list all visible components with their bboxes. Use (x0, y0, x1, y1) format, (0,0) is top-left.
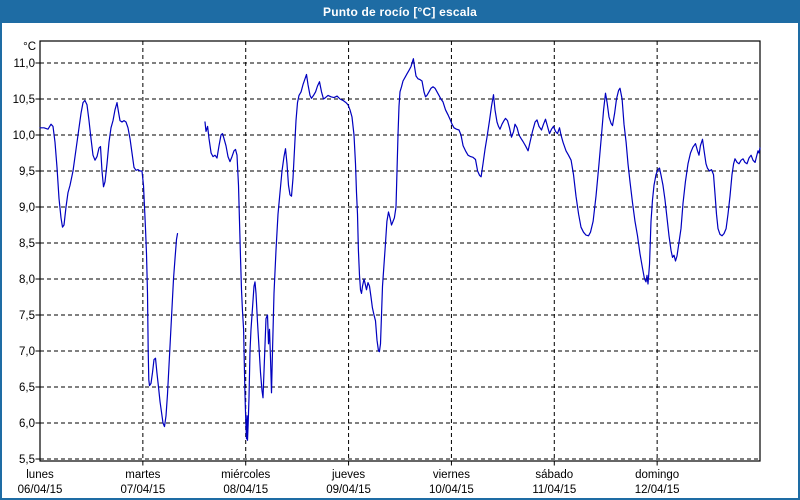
y-tick-label: 5,5 (19, 454, 35, 466)
x-tick-day-label: jueves (331, 469, 365, 481)
y-tick-label: 8,5 (19, 238, 35, 250)
y-tick-label: 11,0 (13, 58, 35, 70)
x-tick-day-label: domingo (635, 469, 679, 481)
y-tick-label: 9,0 (19, 202, 35, 214)
x-tick-date-label: 08/04/15 (223, 484, 268, 496)
x-tick-date-label: 06/04/15 (18, 484, 63, 496)
y-tick-label: 10,0 (13, 130, 35, 142)
dew-point-line (39, 99, 179, 428)
x-tick-date-label: 07/04/15 (120, 484, 165, 496)
y-tick-label: 9,5 (19, 166, 35, 178)
y-tick-label: 10,5 (13, 94, 35, 106)
x-tick-day-label: lunes (26, 469, 54, 481)
y-tick-label: 6,5 (19, 382, 35, 394)
y-axis-unit-label: °C (23, 41, 36, 53)
chart-title: Punto de rocío [°C] escala (322, 5, 478, 19)
x-tick-date-label: 11/04/15 (532, 484, 576, 496)
gridlines (40, 41, 760, 461)
x-tick-day-label: miércoles (221, 469, 270, 481)
y-tick-label: 6,0 (19, 418, 35, 430)
dew-point-series (39, 58, 761, 441)
plot-border (39, 40, 761, 462)
axis-labels: 11,0 10,5 10,0 9,5 9,0 8,5 8,0 7,5 7,0 6,5 6,0 5,5 °… (13, 41, 680, 496)
dew-point-line (204, 58, 761, 441)
y-tick-label: 7,0 (19, 346, 35, 358)
x-tick-date-label: 12/04/15 (635, 484, 680, 496)
y-tick-label: 8,0 (19, 274, 35, 286)
y-tick-label: 7,5 (19, 310, 35, 322)
title-bar: Punto de rocío [°C] escala (2, 2, 798, 23)
x-tick-day-label: martes (125, 469, 160, 481)
x-tick-day-label: viernes (433, 469, 470, 481)
x-tick-date-label: 09/04/15 (326, 484, 371, 496)
axes (35, 40, 761, 466)
x-tick-date-label: 10/04/15 (429, 484, 474, 496)
x-tick-day-label: sábado (535, 469, 573, 481)
